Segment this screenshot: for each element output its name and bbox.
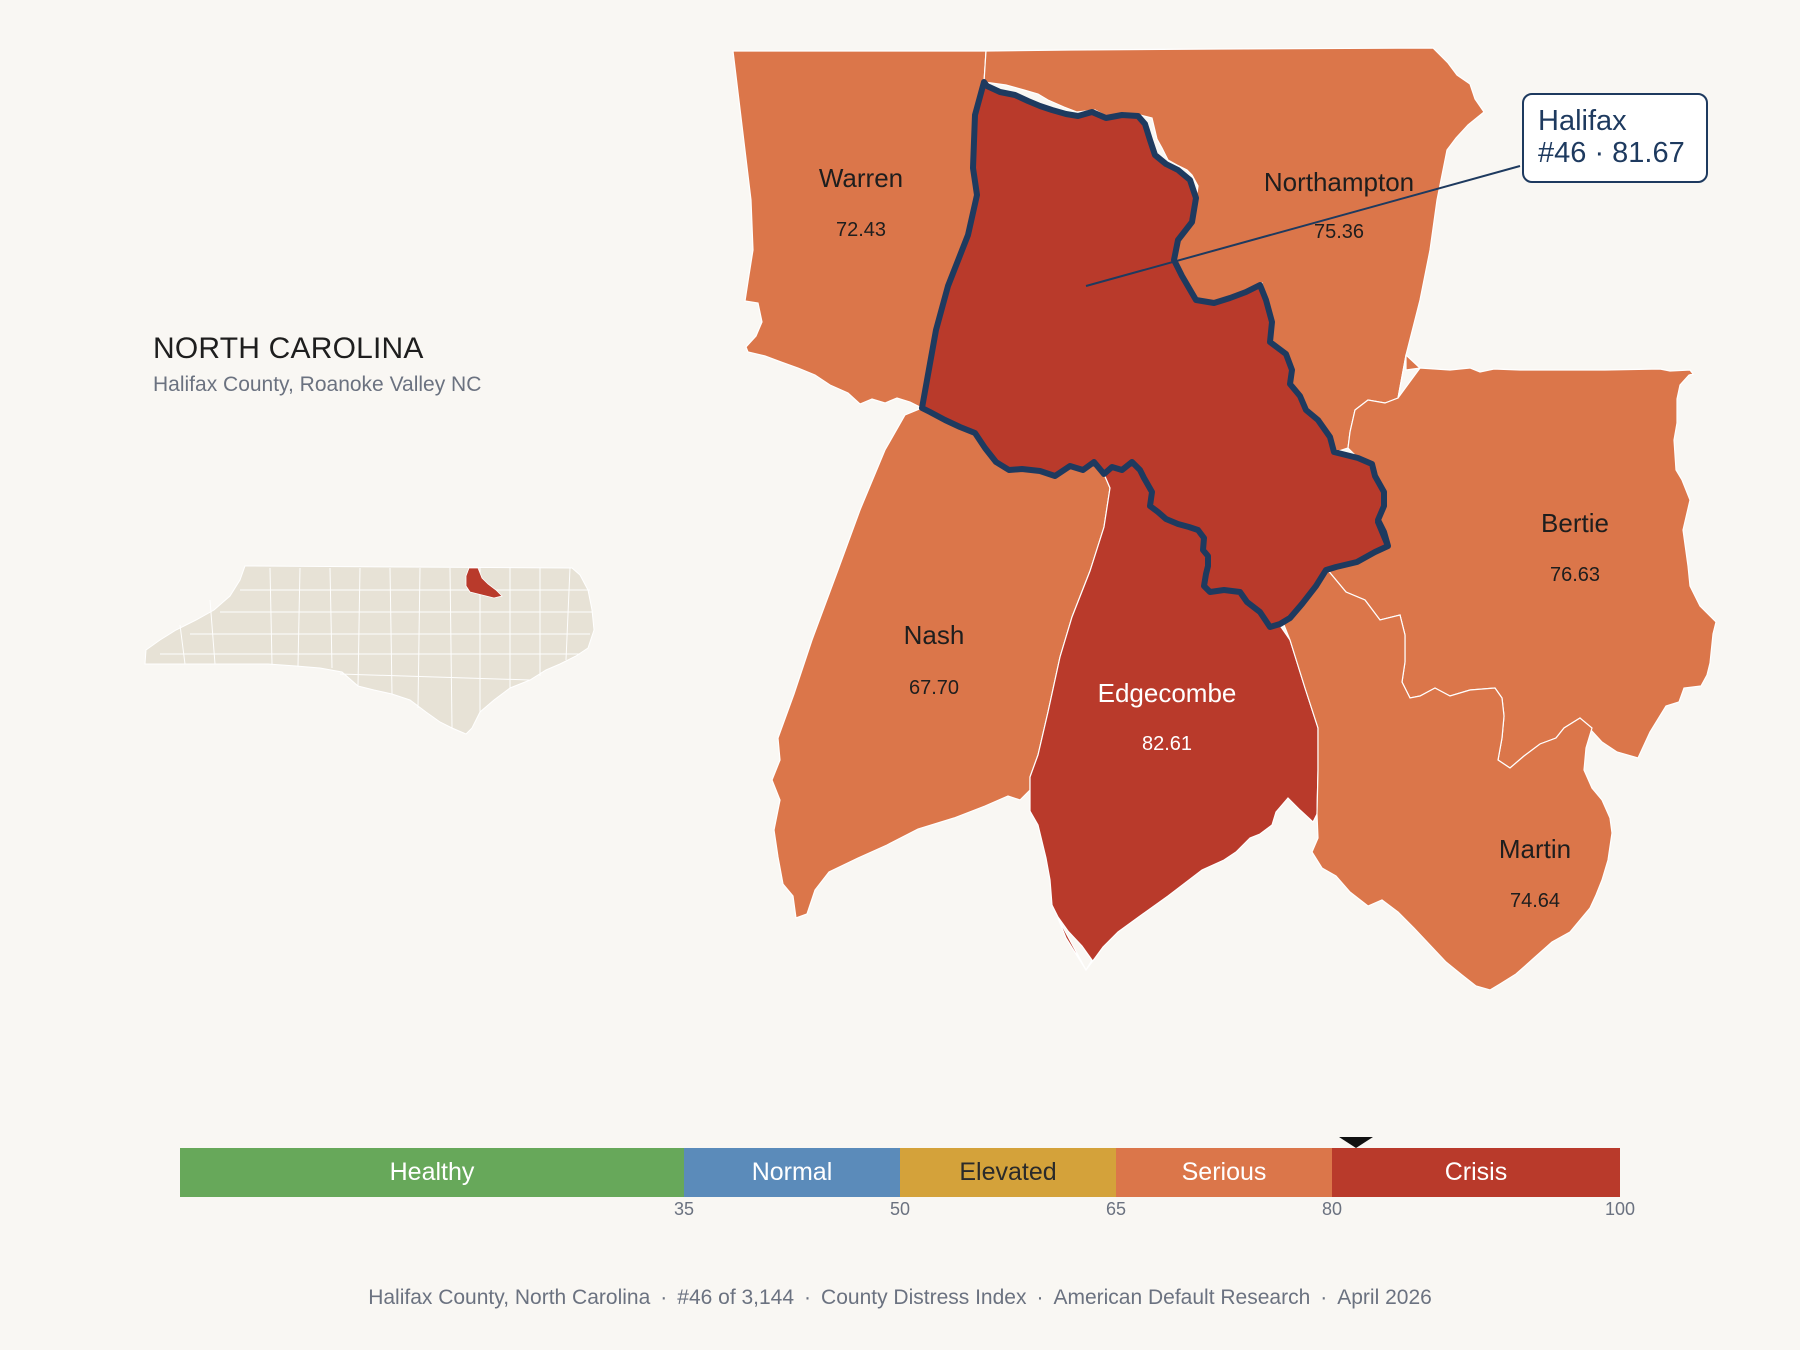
label-martin-value: 74.64 bbox=[1510, 890, 1560, 912]
footer-location: Halifax County, North Carolina bbox=[368, 1286, 651, 1309]
label-nash-value: 67.70 bbox=[909, 677, 959, 699]
footer: Halifax County, North Carolina · #46 of 3,… bbox=[0, 1286, 1800, 1310]
legend-tick-100: 100 bbox=[1604, 1199, 1636, 1219]
callout-rank-score: #46 · 81.67 bbox=[1538, 137, 1685, 169]
inset-county-grid bbox=[160, 567, 592, 729]
footer-source: American Default Research bbox=[1053, 1286, 1311, 1309]
state-subtitle: Halifax County, Roanoke Valley NC bbox=[153, 373, 482, 396]
legend-segment-normal: Normal bbox=[684, 1148, 900, 1197]
legend-segment-crisis: Crisis bbox=[1332, 1148, 1620, 1197]
callout-leader-line bbox=[1085, 165, 1521, 287]
label-northampton-value: 75.36 bbox=[1314, 221, 1364, 243]
inset-halifax-highlight bbox=[465, 567, 503, 599]
label-nash-name: Nash bbox=[904, 620, 965, 650]
footer-separator: · bbox=[1320, 1286, 1328, 1309]
inset-state-map bbox=[144, 565, 595, 735]
legend-tick-35: 35 bbox=[673, 1199, 695, 1219]
legend-segment-healthy: Healthy bbox=[180, 1148, 684, 1197]
footer-separator: · bbox=[1036, 1286, 1044, 1309]
legend-tick-65: 65 bbox=[1105, 1199, 1127, 1219]
county-halifax[interactable] bbox=[919, 79, 1391, 630]
label-bertie-name: Bertie bbox=[1541, 508, 1609, 538]
footer-separator: · bbox=[804, 1286, 812, 1309]
footer-rank: #46 of 3,144 bbox=[677, 1286, 795, 1309]
legend-tick-80: 80 bbox=[1321, 1199, 1343, 1219]
footer-date: April 2026 bbox=[1337, 1286, 1432, 1309]
label-northampton-name: Northampton bbox=[1264, 167, 1414, 197]
legend-bar: Healthy Normal Elevated Serious Crisis bbox=[180, 1148, 1620, 1197]
county-labels: Warren 72.43 Northampton 75.36 Bertie 76… bbox=[819, 163, 1609, 912]
legend-value-marker bbox=[1339, 1137, 1374, 1148]
highlight-callout: Halifax #46 · 81.67 bbox=[1522, 93, 1708, 183]
footer-index-name: County Distress Index bbox=[821, 1286, 1027, 1309]
label-warren-value: 72.43 bbox=[836, 219, 886, 241]
callout-county-name: Halifax bbox=[1538, 105, 1627, 137]
label-martin-name: Martin bbox=[1499, 834, 1571, 864]
label-bertie-value: 76.63 bbox=[1550, 564, 1600, 586]
label-edgecombe-name: Edgecombe bbox=[1098, 678, 1237, 708]
inset-north-carolina-shape bbox=[144, 565, 595, 735]
label-warren-name: Warren bbox=[819, 163, 903, 193]
legend-segment-serious: Serious bbox=[1116, 1148, 1332, 1197]
legend-tick-50: 50 bbox=[889, 1199, 911, 1219]
footer-separator: · bbox=[660, 1286, 668, 1309]
state-title: NORTH CAROLINA bbox=[153, 332, 424, 365]
county-martin[interactable] bbox=[1281, 566, 1613, 991]
legend-segment-elevated: Elevated bbox=[900, 1148, 1116, 1197]
label-edgecombe-value: 82.61 bbox=[1142, 733, 1192, 755]
